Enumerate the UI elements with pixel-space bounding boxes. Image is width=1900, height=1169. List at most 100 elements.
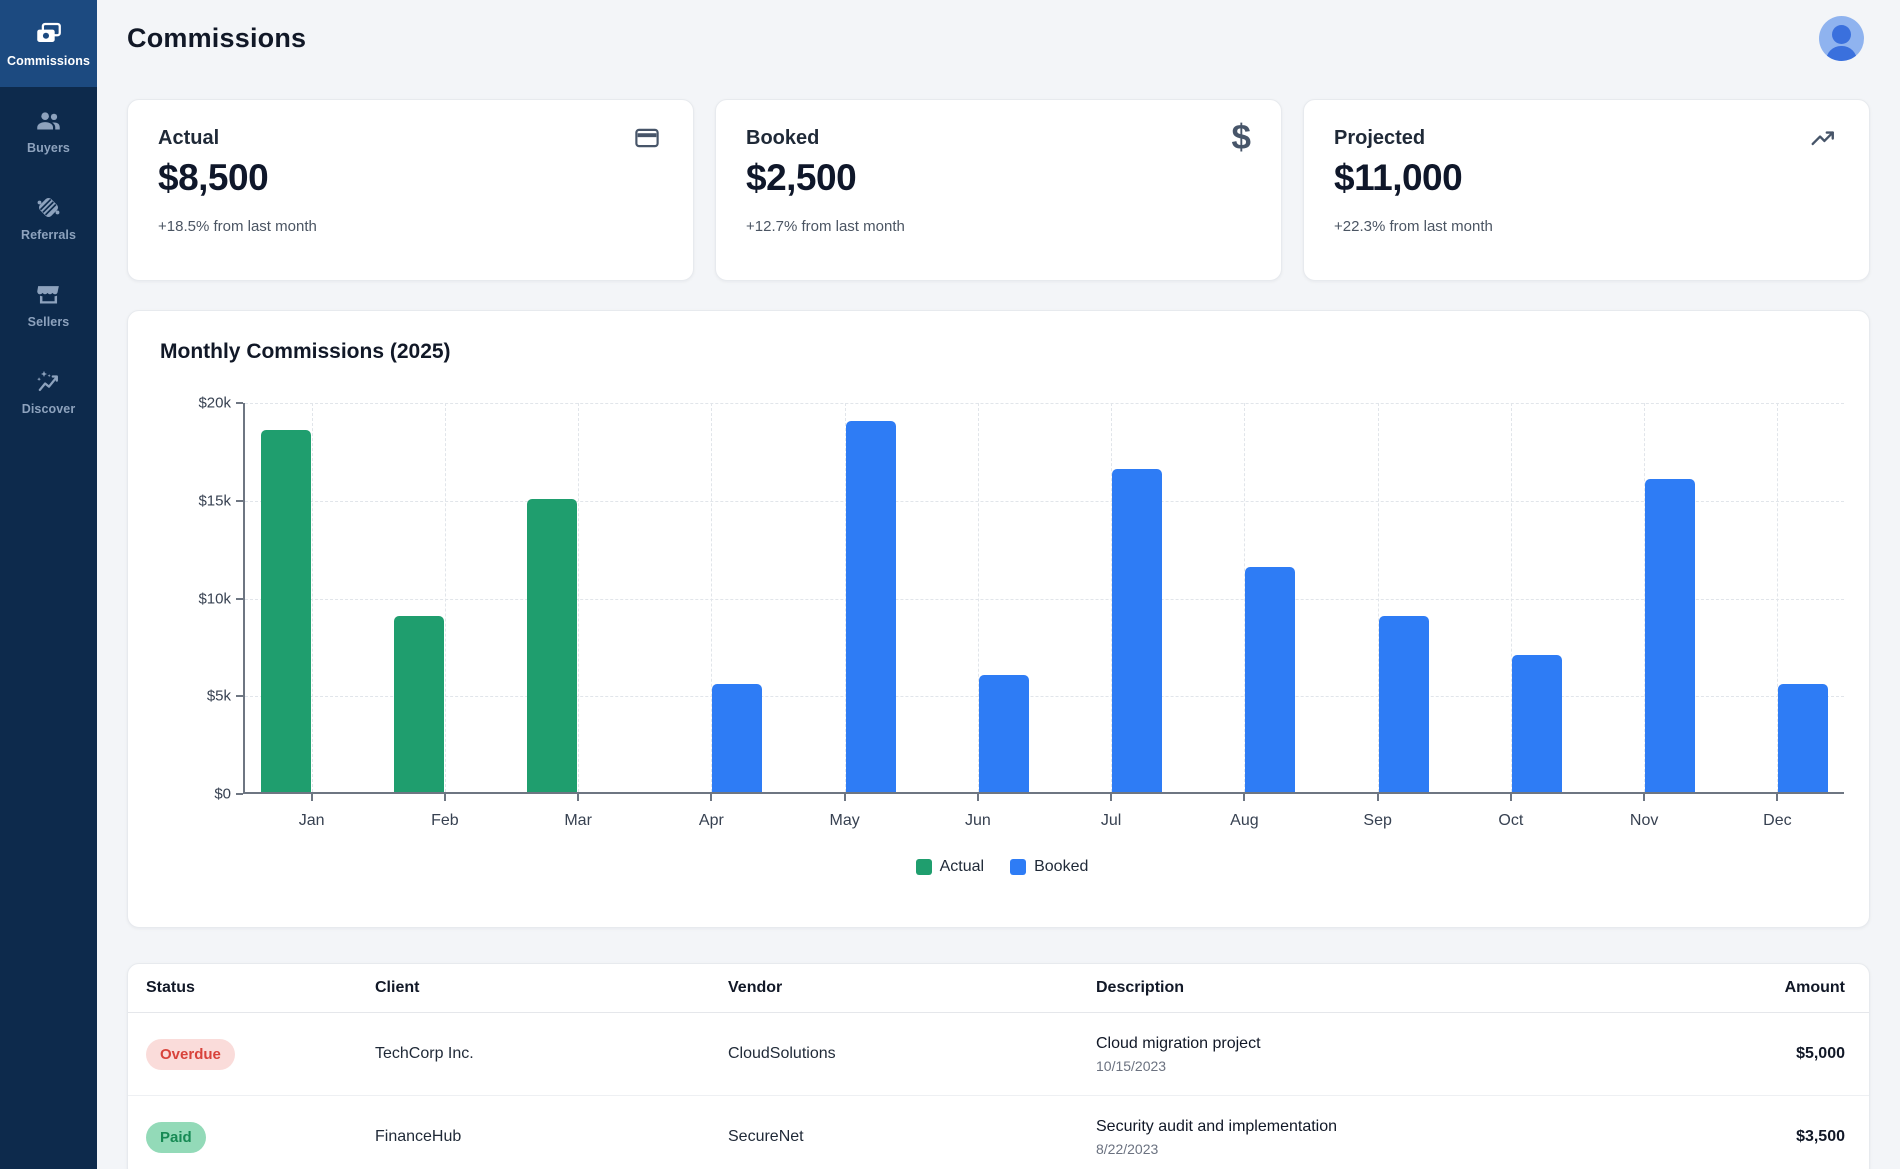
insights-icon xyxy=(35,368,62,395)
x-tick-label: Feb xyxy=(431,812,459,829)
bar-jul-booked[interactable] xyxy=(1112,469,1163,792)
chart-month-slot: May xyxy=(778,403,911,829)
sidebar-item-discover[interactable]: Discover xyxy=(0,348,97,435)
sidebar-item-referrals[interactable]: Referrals xyxy=(0,174,97,261)
legend-item-booked[interactable]: Booked xyxy=(1010,858,1088,876)
gridline-vertical xyxy=(578,403,580,792)
stat-card-value: $8,500 xyxy=(158,157,269,198)
gridline-vertical xyxy=(1111,403,1113,792)
bar-nov-booked[interactable] xyxy=(1645,479,1696,792)
stat-card-change: +22.3% from last month xyxy=(1334,218,1493,235)
amount-cell: $5,000 xyxy=(1796,1045,1845,1062)
stat-card-booked: Booked $2,500 +12.7% from last month $ xyxy=(715,99,1282,281)
client-cell: TechCorp Inc. xyxy=(375,1045,474,1062)
storefront-icon xyxy=(35,281,62,308)
description-date: 8/22/2023 xyxy=(1096,1140,1159,1157)
column-header-description: Description xyxy=(1096,979,1185,996)
sidebar-item-commissions[interactable]: Commissions xyxy=(0,0,97,87)
gridline-horizontal xyxy=(245,598,1844,600)
amount-cell: $3,500 xyxy=(1796,1128,1845,1145)
avatar-head-shape xyxy=(1832,24,1851,44)
x-tick-mark xyxy=(843,794,846,801)
chart-legend: Actual Booked xyxy=(160,858,1844,876)
table-body: Overdue TechCorp Inc. CloudSolutions Cloud … xyxy=(128,1013,1869,1169)
chart-month-slot: Mar xyxy=(512,403,645,829)
sidebar-item-label: Discover xyxy=(21,401,76,416)
sidebar: Commissions Buyers xyxy=(0,0,97,1169)
credit-card-icon xyxy=(631,125,663,151)
chart-month-slot: Jul xyxy=(1045,403,1178,829)
payments-icon xyxy=(35,20,62,47)
legend-label: Actual xyxy=(939,858,985,875)
x-tick-mark xyxy=(310,794,313,801)
gridline-horizontal xyxy=(245,500,1844,502)
chart-month-slot: Jan xyxy=(245,403,378,829)
stat-cards-row: Actual $8,500 +18.5% from last month Boo… xyxy=(127,99,1870,281)
x-tick-label: Sep xyxy=(1363,812,1392,829)
gridline-horizontal xyxy=(245,403,1844,404)
y-tick-label: $15k xyxy=(198,492,231,510)
stat-card-change: +12.7% from last month xyxy=(746,218,905,235)
stat-card-label: Projected xyxy=(1334,127,1426,149)
legend-label: Booked xyxy=(1034,858,1089,875)
user-avatar[interactable] xyxy=(1819,15,1864,61)
stat-card-change: +18.5% from last month xyxy=(158,218,317,235)
x-tick-label: Jan xyxy=(298,812,325,829)
vendor-cell: CloudSolutions xyxy=(728,1045,836,1062)
table-header-row: Status Client Vendor Description Amount xyxy=(128,964,1869,1013)
sidebar-item-buyers[interactable]: Buyers xyxy=(0,87,97,174)
gridline-vertical xyxy=(1244,403,1246,792)
chart-month-slot: Nov xyxy=(1578,403,1711,829)
status-cell: Overdue xyxy=(146,1038,375,1070)
x-tick-mark xyxy=(1776,794,1779,801)
gridline-vertical xyxy=(977,403,979,792)
y-tick-mark xyxy=(236,793,243,795)
sidebar-item-label: Sellers xyxy=(27,314,70,329)
x-tick-label: May xyxy=(829,812,860,829)
topbar: Commissions xyxy=(127,0,1870,76)
gridline-vertical xyxy=(1777,403,1779,792)
legend-item-actual[interactable]: Actual xyxy=(915,858,985,876)
bar-may-booked[interactable] xyxy=(845,421,896,792)
commissions-table: Status Client Vendor Description Amount … xyxy=(127,963,1870,1169)
x-tick-label: Dec xyxy=(1763,812,1792,829)
bar-sep-booked[interactable] xyxy=(1378,616,1429,792)
bar-jun-booked[interactable] xyxy=(978,675,1029,792)
x-tick-label: Oct xyxy=(1498,812,1524,829)
x-tick-mark xyxy=(443,794,446,801)
y-tick-label: $10k xyxy=(198,590,231,607)
gridline-vertical xyxy=(444,403,446,792)
gridline-vertical xyxy=(844,403,846,792)
stat-card-projected: Projected $11,000 +22.3% from last month xyxy=(1303,99,1870,281)
x-tick-label: Apr xyxy=(698,812,724,829)
chart-plot: Jan Feb Mar Apr May Jun Jul Aug Sep Oct Nov Dec xyxy=(236,402,1844,829)
bar-dec-booked[interactable] xyxy=(1778,684,1829,792)
y-tick-mark xyxy=(236,597,243,600)
bar-apr-booked[interactable] xyxy=(712,684,763,792)
x-tick-label: Aug xyxy=(1230,812,1259,829)
y-tick-mark xyxy=(236,695,243,698)
bar-feb-actual[interactable] xyxy=(393,616,444,792)
x-tick-label: Jul xyxy=(1100,812,1122,829)
y-tick-label: $5k xyxy=(206,687,231,705)
gridline-horizontal xyxy=(245,696,1844,698)
chart-month-slot: Aug xyxy=(1178,403,1311,829)
stat-card-label: Actual xyxy=(158,127,220,149)
chart: $0 $5k $10k $15k $20k Jan Feb Mar Apr May Jun Jul A… xyxy=(160,395,1844,829)
chart-month-slot: Oct xyxy=(1444,403,1577,829)
table-row[interactable]: Paid FinanceHub SecureNet Security audit an… xyxy=(128,1096,1869,1169)
gridline-vertical xyxy=(1377,403,1379,792)
stat-card-value: $2,500 xyxy=(746,157,857,198)
table-row[interactable]: Overdue TechCorp Inc. CloudSolutions Cloud … xyxy=(128,1013,1869,1096)
legend-swatch xyxy=(1010,859,1027,875)
gridline-vertical xyxy=(1644,403,1646,792)
bar-jan-actual[interactable] xyxy=(260,430,311,792)
avatar-torso-shape xyxy=(1826,45,1857,61)
stat-card-label: Booked xyxy=(746,127,820,149)
stat-card-value: $11,000 xyxy=(1334,157,1463,198)
page-title: Commissions xyxy=(127,22,307,53)
bar-aug-booked[interactable] xyxy=(1245,567,1296,792)
bar-oct-booked[interactable] xyxy=(1511,655,1562,792)
sidebar-item-sellers[interactable]: Sellers xyxy=(0,261,97,348)
bar-mar-actual[interactable] xyxy=(527,499,578,792)
